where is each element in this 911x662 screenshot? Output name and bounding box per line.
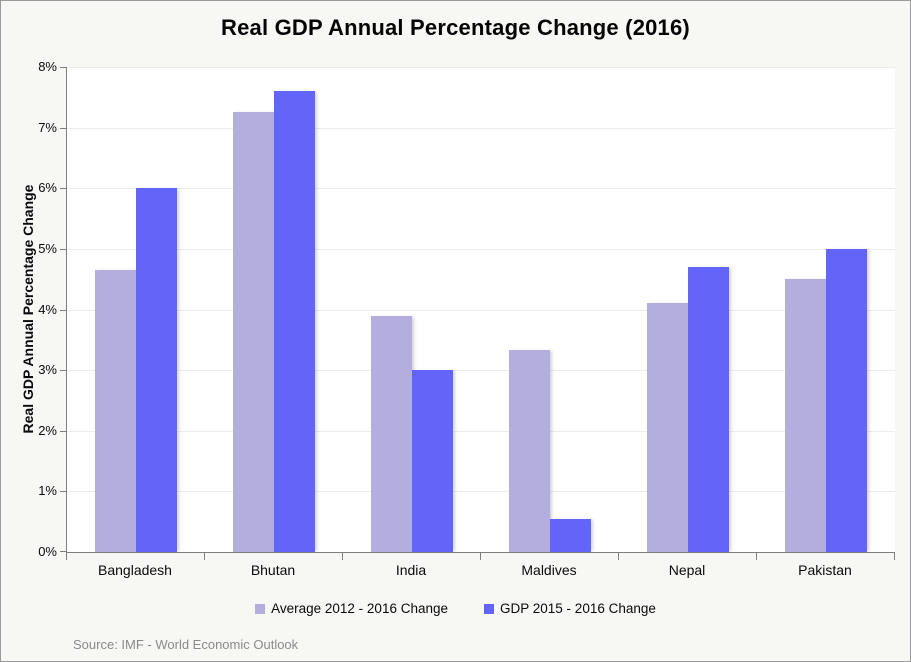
bar-series-2-maldives: [550, 518, 591, 552]
legend-swatch-icon: [484, 603, 495, 614]
y-tick-label: 7%: [38, 119, 57, 135]
y-axis-tick: [60, 188, 67, 190]
y-axis-tick: [60, 248, 67, 250]
y-tick-label: 0%: [38, 544, 57, 559]
legend-item: GDP 2015 - 2016 Change: [484, 601, 656, 616]
bar-series-1-bhutan: [233, 112, 274, 552]
gridline: [67, 127, 895, 129]
legend: Average 2012 - 2016 Change GDP 2015 - 201…: [1, 601, 910, 616]
x-axis-tick: [204, 553, 205, 560]
y-axis-tick: [60, 309, 67, 311]
gridline: [67, 67, 895, 68]
legend-label: GDP 2015 - 2016 Change: [500, 601, 656, 616]
bar-series-2-bangladesh: [136, 188, 177, 552]
bar-series-2-nepal: [688, 267, 729, 552]
bar-series-1-bangladesh: [95, 270, 136, 552]
gridline: [67, 370, 895, 372]
bar-series-1-nepal: [647, 303, 688, 552]
y-tick-label: 5%: [38, 240, 57, 256]
legend-swatch-icon: [255, 603, 266, 614]
gridline: [67, 248, 895, 250]
y-axis-tick: [60, 491, 67, 493]
x-category-label: Bangladesh: [98, 562, 172, 578]
x-category-label: Pakistan: [798, 562, 852, 578]
x-axis-tick: [480, 553, 481, 560]
x-axis-tick: [756, 553, 757, 560]
y-tick-label: 6%: [38, 180, 57, 196]
x-category-label: India: [395, 562, 427, 578]
bar-series-1-maldives: [509, 350, 550, 552]
x-axis-tick: [342, 553, 343, 560]
y-axis-tick: [60, 370, 67, 372]
y-tick-label: 8%: [38, 59, 57, 74]
gridline: [67, 188, 895, 190]
gridline: [67, 430, 895, 432]
y-tick-label: 2%: [38, 422, 57, 438]
bar-series-2-pakistan: [826, 248, 867, 552]
plot-area: [60, 67, 895, 560]
x-category-label: Maldives: [521, 562, 577, 578]
legend-label: Average 2012 - 2016 Change: [271, 601, 449, 616]
y-tick-label: 4%: [38, 301, 57, 317]
y-axis-tick: [60, 551, 67, 552]
chart-title: Real GDP Annual Percentage Change (2016): [221, 15, 690, 40]
x-axis-tick: [894, 553, 895, 560]
bar-series-2-india: [412, 370, 453, 552]
y-tick-label: 1%: [38, 483, 57, 499]
bar-series-1-pakistan: [785, 279, 826, 552]
y-tick-label: 3%: [38, 362, 57, 378]
x-axis-tick: [66, 553, 67, 560]
y-axis-tick: [60, 127, 67, 129]
x-category-label: Nepal: [668, 562, 706, 578]
gridline: [67, 309, 895, 311]
source-note: Source: IMF - World Economic Outlook: [73, 637, 299, 652]
y-axis-tick: [60, 430, 67, 432]
legend-item: Average 2012 - 2016 Change: [255, 601, 448, 616]
bar-series-2-bhutan: [274, 91, 315, 552]
x-axis-tick: [618, 553, 619, 560]
x-category-label: Bhutan: [250, 562, 296, 578]
bar-series-1-india: [371, 315, 412, 552]
gridline: [67, 491, 895, 493]
y-axis-tick: [60, 67, 67, 68]
